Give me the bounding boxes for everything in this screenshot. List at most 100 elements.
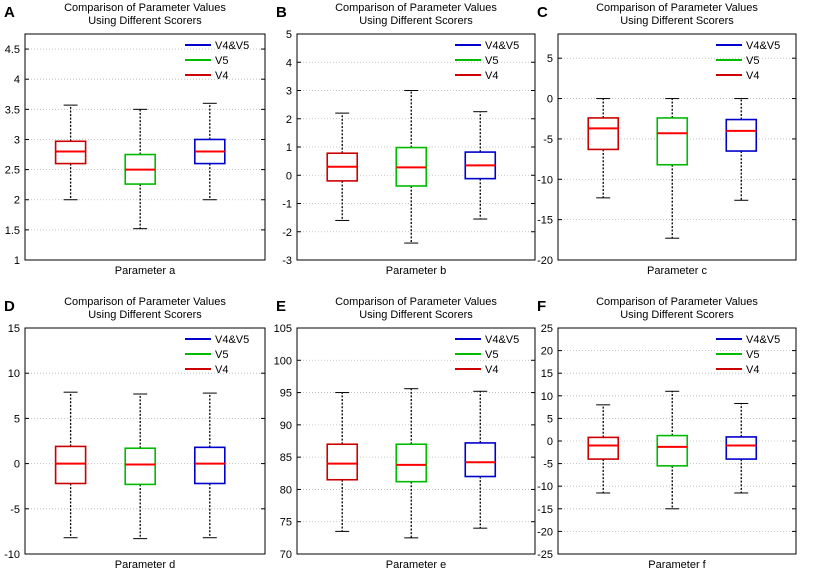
y-tick-label: 5	[14, 413, 20, 425]
box-v4v5	[464, 111, 497, 220]
chart-title-line: Comparison of Parameter Values	[335, 296, 497, 308]
chart-title-line: Using Different Scorers	[88, 15, 202, 27]
legend-label: V4	[746, 70, 759, 82]
box-iqr	[587, 117, 620, 151]
legend-label: V4	[215, 70, 228, 82]
y-tick-label: 80	[280, 484, 292, 496]
legend-label: V4&V5	[215, 334, 249, 346]
legend-label: V5	[215, 349, 228, 361]
legend-label: V4&V5	[746, 334, 780, 346]
y-tick-label: -5	[10, 504, 20, 516]
y-tick-label: 2.5	[5, 165, 20, 177]
chart-title-line: Using Different Scorers	[620, 15, 734, 27]
axes-frame	[296, 327, 536, 555]
y-tick-label: 105	[274, 323, 292, 335]
legend: V4&V5 V5 V4	[455, 40, 519, 82]
box-v5	[395, 90, 428, 244]
chart-title-line: Using Different Scorers	[620, 309, 734, 321]
panel-letter: F	[537, 298, 546, 315]
chart-title-line: Using Different Scorers	[359, 309, 473, 321]
y-tick-label: 0	[547, 436, 553, 448]
box-v4	[326, 392, 359, 532]
legend: V4&V5 V5 V4	[455, 334, 519, 376]
axes-frame	[24, 327, 266, 555]
y-tick-label: -20	[537, 255, 553, 267]
chart-title-line: Comparison of Parameter Values	[335, 2, 497, 14]
box-v4	[326, 112, 359, 221]
panel-letter: C	[537, 4, 548, 21]
panel-letter: A	[4, 4, 15, 21]
y-tick-label: 2	[286, 114, 292, 126]
y-tick-label: -10	[4, 549, 20, 561]
y-tick-label: -20	[537, 526, 553, 538]
chart-title-line: Comparison of Parameter Values	[64, 296, 226, 308]
y-tick-label: 4	[14, 74, 20, 86]
chart-title-line: Comparison of Parameter Values	[596, 2, 758, 14]
box-v5	[124, 393, 156, 540]
box-v5	[656, 98, 689, 239]
chart-title-line: Comparison of Parameter Values	[64, 2, 226, 14]
y-tick-label: 10	[541, 391, 553, 403]
x-axis-label: Parameter c	[647, 265, 707, 277]
x-axis-label: Parameter b	[386, 265, 447, 277]
y-tick-label: 4	[286, 57, 292, 69]
y-tick-label: 0	[547, 94, 553, 106]
box-iqr	[464, 442, 497, 478]
y-tick-label: 95	[280, 388, 292, 400]
x-axis-label: Parameter a	[115, 265, 176, 277]
y-tick-label: 5	[547, 413, 553, 425]
legend-label: V5	[746, 349, 759, 361]
box-iqr	[124, 447, 156, 486]
legend-label: V5	[215, 55, 228, 67]
y-tick-label: 15	[8, 323, 20, 335]
y-tick-label: 85	[280, 452, 292, 464]
legend-label: V4&V5	[485, 40, 519, 52]
box-v5	[124, 108, 156, 230]
box-iqr	[326, 443, 359, 481]
y-tick-label: 1	[14, 255, 20, 267]
box-v4	[54, 391, 87, 539]
box-v4v5	[194, 102, 226, 201]
y-tick-label: -5	[543, 459, 553, 471]
y-tick-label: 100	[274, 355, 292, 367]
box-iqr	[656, 117, 689, 166]
y-tick-label: 5	[286, 29, 292, 41]
legend-label: V4	[485, 364, 498, 376]
box-iqr	[194, 446, 226, 485]
y-tick-label: 20	[541, 346, 553, 358]
box-v4	[587, 98, 620, 199]
legend-label: V4	[215, 364, 228, 376]
y-tick-label: -10	[537, 481, 553, 493]
y-tick-label: 1	[286, 142, 292, 154]
box-v4	[54, 104, 87, 201]
box-iqr	[395, 443, 428, 483]
y-tick-label: -15	[537, 504, 553, 516]
y-tick-label: 15	[541, 368, 553, 380]
y-tick-label: 90	[280, 420, 292, 432]
panel-letter: B	[276, 4, 287, 21]
legend: V4&V5 V5 V4	[716, 334, 780, 376]
legend-label: V4	[746, 364, 759, 376]
box-iqr	[656, 434, 689, 467]
y-tick-label: -15	[537, 215, 553, 227]
box-v5	[656, 390, 689, 510]
legend-label: V4&V5	[746, 40, 780, 52]
box-v4v5	[194, 392, 226, 539]
box-v5	[395, 388, 428, 539]
legend-label: V5	[746, 55, 759, 67]
y-tick-label: 75	[280, 517, 292, 529]
y-tick-label: 3	[14, 134, 20, 146]
box-v4	[587, 404, 620, 494]
y-tick-label: 10	[8, 368, 20, 380]
y-tick-label: 4.5	[5, 44, 20, 56]
box-iqr	[54, 445, 87, 485]
chart-title-line: Comparison of Parameter Values	[596, 296, 758, 308]
y-tick-label: 5	[547, 53, 553, 65]
legend-label: V5	[485, 55, 498, 67]
